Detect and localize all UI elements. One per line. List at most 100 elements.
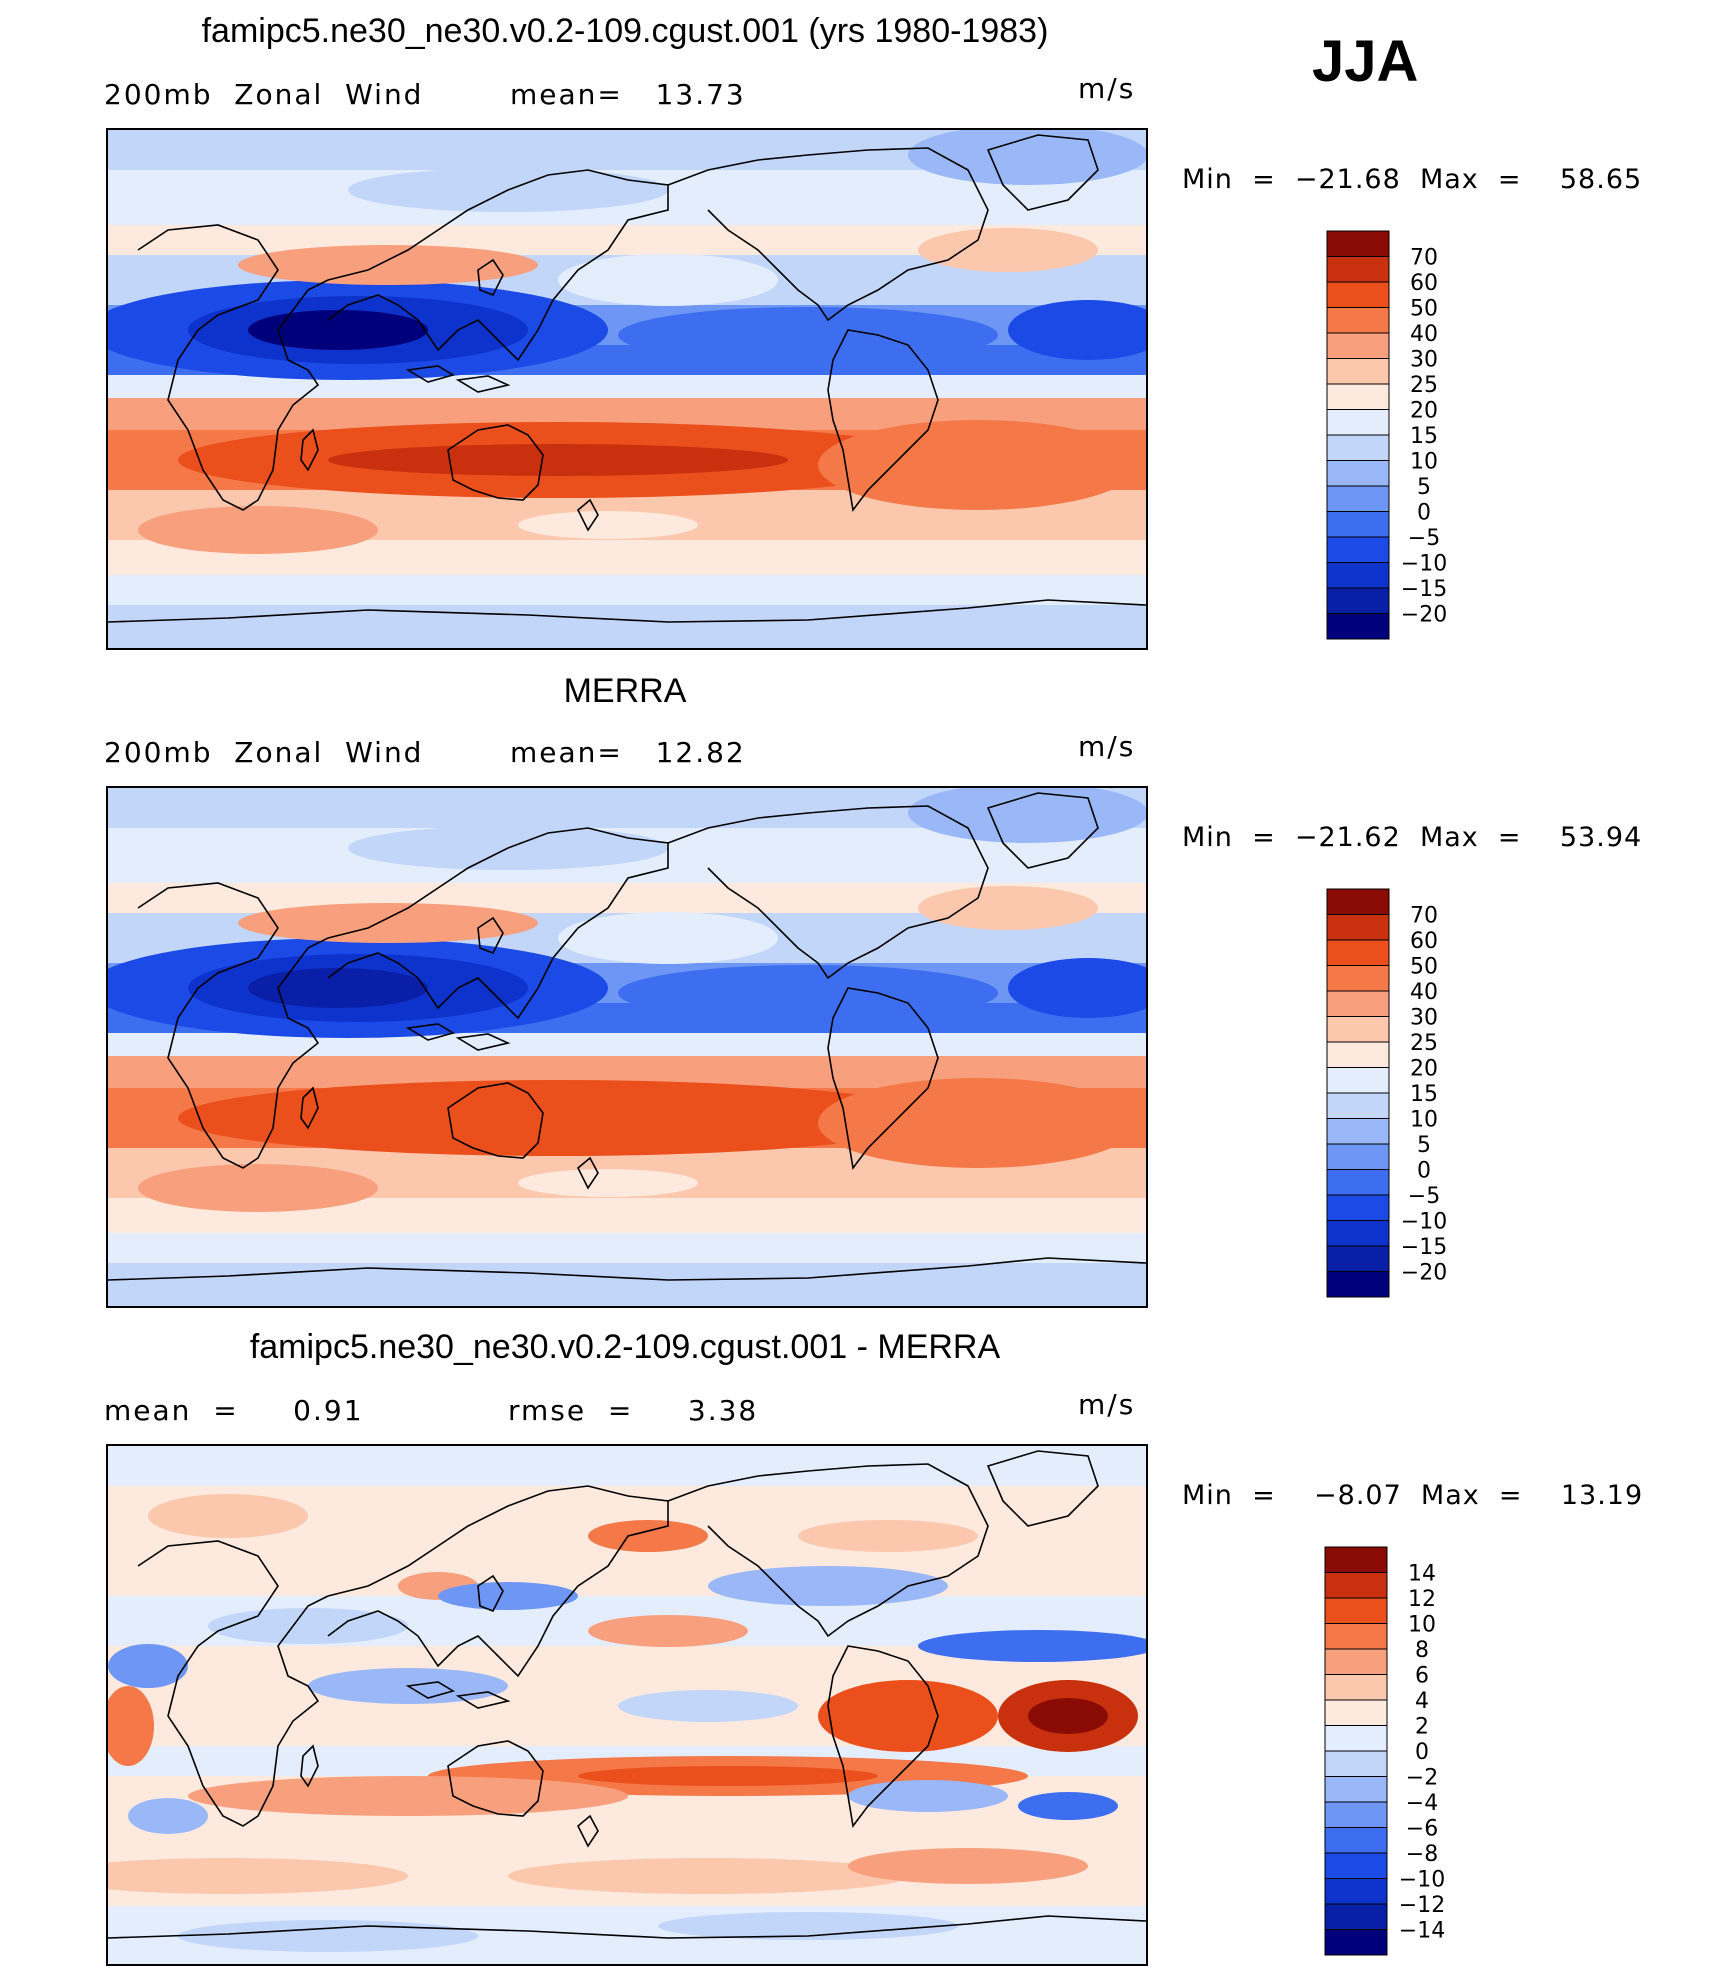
colorbar-tick-label: 50 bbox=[1410, 297, 1438, 322]
colorbar-tick-label: −5 bbox=[1408, 1184, 1440, 1209]
contour-blob bbox=[508, 1858, 908, 1894]
colorbar-swatch bbox=[1326, 888, 1390, 915]
panel-1-units-label: m/s bbox=[1078, 72, 1136, 105]
coastline bbox=[327, 827, 669, 1020]
panel-3-map-field bbox=[108, 1446, 1146, 1964]
contour-blob bbox=[618, 965, 998, 1021]
colorbar-swatch bbox=[1326, 1092, 1390, 1119]
colorbar-tick-label: 2 bbox=[1415, 1715, 1429, 1740]
contour-blob bbox=[108, 1686, 154, 1766]
contour-blob bbox=[128, 1798, 208, 1834]
colorbar-tick-label: 5 bbox=[1417, 475, 1431, 500]
coastline bbox=[667, 147, 989, 322]
colorbar-tick-label: −2 bbox=[1406, 1766, 1438, 1791]
contour-blob bbox=[108, 1858, 408, 1894]
colorbar-tick-label: 15 bbox=[1410, 424, 1438, 449]
coastline bbox=[986, 134, 1099, 211]
contour-blob bbox=[558, 254, 778, 306]
panel-2-title: MERRA bbox=[563, 672, 687, 710]
coastline bbox=[667, 1463, 989, 1638]
colorbar-tick-label: 0 bbox=[1415, 1740, 1429, 1765]
contour-blob bbox=[918, 886, 1098, 930]
panel-2-units-label: m/s bbox=[1078, 730, 1136, 763]
colorbar-swatch bbox=[1326, 939, 1390, 966]
panel-3-units-label: m/s bbox=[1078, 1388, 1136, 1421]
coastline bbox=[405, 365, 511, 393]
colorbar-swatch bbox=[1326, 562, 1390, 589]
contour-blob bbox=[578, 1766, 878, 1786]
colorbar-swatch bbox=[1326, 1271, 1390, 1298]
colorbar-tick-label: 25 bbox=[1410, 373, 1438, 398]
colorbar-swatch bbox=[1324, 1878, 1388, 1905]
contour-blob bbox=[588, 1615, 748, 1647]
contour-blob bbox=[1008, 958, 1146, 1018]
colorbar-swatch bbox=[1326, 613, 1390, 640]
colorbar-tick-label: 70 bbox=[1410, 904, 1438, 929]
coastline bbox=[827, 987, 939, 1170]
contour-blob bbox=[908, 788, 1146, 843]
contour-band bbox=[108, 605, 1146, 648]
contour-band bbox=[108, 375, 1146, 398]
contour-blob bbox=[518, 511, 698, 539]
colorbar-swatch bbox=[1326, 460, 1390, 487]
colorbar-swatch bbox=[1324, 1852, 1388, 1879]
colorbar-tick-label: −4 bbox=[1406, 1791, 1438, 1816]
contour-blob bbox=[138, 1164, 378, 1212]
contour-blob bbox=[908, 130, 1146, 185]
coastline bbox=[300, 1086, 319, 1130]
colorbar-tick-label: 70 bbox=[1410, 246, 1438, 271]
panel-3-colorbar: 14 12 10 8 6 4 2 0 −2 −4 −6 −8 −10 −12 −14 bbox=[1324, 1546, 1464, 1958]
contour-blob bbox=[438, 1582, 578, 1610]
panel-1-map-field bbox=[108, 130, 1146, 648]
panel-1-map bbox=[106, 128, 1148, 650]
contour-band bbox=[108, 1446, 1146, 1486]
colorbar-swatch bbox=[1326, 383, 1390, 410]
colorbar-swatch bbox=[1324, 1929, 1388, 1956]
colorbar-swatch bbox=[1326, 1041, 1390, 1068]
coastline bbox=[447, 424, 544, 501]
coastline bbox=[108, 1257, 1146, 1281]
colorbar-tick-label: 30 bbox=[1410, 1006, 1438, 1031]
colorbar-swatch bbox=[1326, 485, 1390, 512]
colorbar-tick-label: 60 bbox=[1410, 271, 1438, 296]
contour-blob bbox=[238, 245, 538, 285]
colorbar-tick-label: −14 bbox=[1399, 1919, 1445, 1944]
colorbar-swatch bbox=[1324, 1750, 1388, 1777]
colorbar-swatch bbox=[1326, 1067, 1390, 1094]
colorbar-swatch bbox=[1324, 1674, 1388, 1701]
contour-blob bbox=[798, 1520, 978, 1552]
colorbar-tick-label: 10 bbox=[1410, 1108, 1438, 1133]
coastline bbox=[300, 428, 319, 472]
coastline bbox=[327, 1485, 669, 1678]
panel-3-map bbox=[106, 1444, 1148, 1966]
coastline bbox=[477, 1574, 504, 1613]
colorbar-tick-label: 40 bbox=[1410, 322, 1438, 347]
coastline bbox=[300, 1744, 319, 1788]
colorbar-swatch bbox=[1324, 1903, 1388, 1930]
panel-1-colorbar: 70 60 50 40 30 25 20 15 10 5 0 −5 −10 −15 −20 bbox=[1326, 230, 1466, 642]
panel-2-map bbox=[106, 786, 1148, 1308]
coastline bbox=[137, 882, 329, 1169]
contour-blob bbox=[148, 1494, 308, 1538]
contour-blob bbox=[818, 420, 1138, 510]
contour-blob bbox=[848, 1780, 1008, 1812]
coastline bbox=[827, 329, 939, 512]
colorbar-tick-label: −6 bbox=[1406, 1817, 1438, 1842]
colorbar-tick-label: 25 bbox=[1410, 1031, 1438, 1056]
coastline bbox=[405, 1023, 511, 1051]
colorbar-tick-label: 14 bbox=[1408, 1562, 1436, 1587]
colorbar-tick-label: 20 bbox=[1410, 399, 1438, 424]
contour-blob bbox=[328, 1102, 788, 1134]
contour-band bbox=[108, 575, 1146, 605]
contour-band bbox=[108, 1263, 1146, 1306]
colorbar-swatch bbox=[1326, 1245, 1390, 1272]
contour-blob bbox=[618, 307, 998, 363]
colorbar-swatch bbox=[1326, 409, 1390, 436]
coastline bbox=[577, 1156, 599, 1190]
panel-1-variable-label: 200mb Zonal Wind bbox=[104, 78, 424, 111]
contour-blob bbox=[818, 1078, 1138, 1168]
contour-blob bbox=[558, 912, 778, 964]
contour-blob bbox=[248, 310, 428, 350]
colorbar-tick-label: 10 bbox=[1408, 1613, 1436, 1638]
colorbar-swatch bbox=[1326, 434, 1390, 461]
